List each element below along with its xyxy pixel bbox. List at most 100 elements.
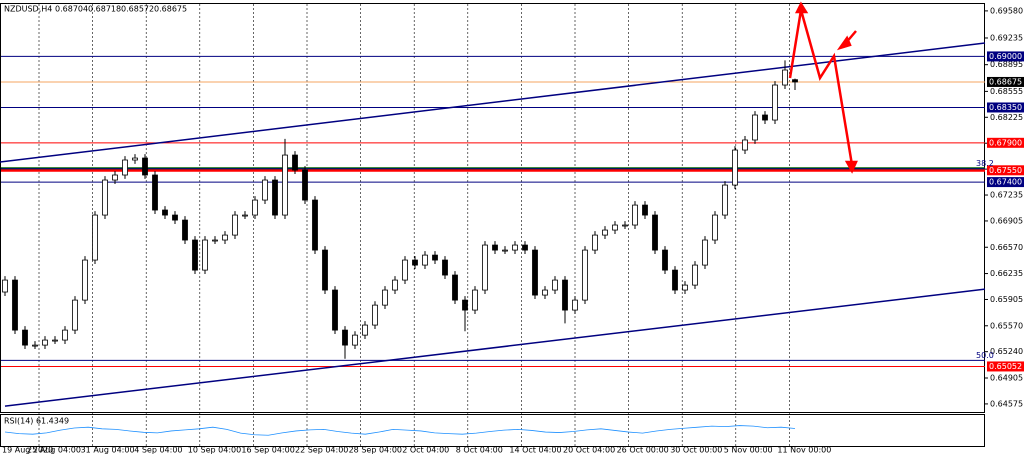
candle-body	[332, 289, 338, 331]
candle-body	[412, 259, 418, 266]
candle-body	[752, 114, 758, 141]
candle-body	[762, 114, 768, 121]
arrow-head	[836, 35, 852, 51]
candle-body	[662, 249, 668, 271]
candle-body	[732, 149, 738, 186]
y-tick-label: 0.66235	[990, 269, 1023, 278]
trendline	[4, 288, 986, 407]
candle-body	[492, 244, 498, 251]
candle-body	[272, 179, 278, 216]
candle-body	[32, 344, 38, 347]
candle-body	[282, 154, 288, 216]
level-label-box	[987, 137, 1024, 148]
level-label-box	[987, 177, 1024, 188]
candle-body	[552, 279, 558, 291]
level-label-box	[987, 165, 1024, 176]
y-tick-label: 0.68225	[990, 113, 1023, 122]
candle-body	[292, 154, 298, 171]
level-label-box	[987, 102, 1024, 113]
candle-body	[462, 299, 468, 311]
x-tick-label: 25 Aug 04:00	[27, 446, 81, 455]
candle-body	[482, 244, 488, 291]
candle-body	[182, 219, 188, 241]
level-label: 0.68675	[989, 77, 1022, 86]
arrow-head	[844, 160, 858, 174]
candle-body	[22, 329, 28, 346]
candle-body	[42, 339, 48, 346]
plot	[0, 42, 986, 407]
candle-body	[522, 244, 528, 251]
candle-body	[302, 169, 308, 201]
candle-body	[512, 244, 518, 251]
candle-body	[242, 214, 248, 217]
y-tick-label: 0.66570	[990, 243, 1023, 252]
candle-body	[622, 224, 628, 227]
y-tick-label: 0.64905	[990, 373, 1023, 382]
fib-label: 38.2	[976, 159, 994, 168]
candle-body	[112, 174, 118, 181]
candle-body	[312, 199, 318, 251]
candle-body	[342, 329, 348, 346]
candle-body	[722, 184, 728, 216]
candle-body	[52, 339, 58, 342]
level-label: 0.67550	[989, 166, 1022, 175]
x-tick-label: 26 Oct 00:00	[617, 446, 669, 455]
candle-body	[442, 259, 448, 276]
candle-body	[742, 139, 748, 151]
y-tick-label: 0.67235	[990, 191, 1023, 200]
candle-body	[472, 289, 478, 311]
candle-body	[152, 174, 158, 211]
candle-body	[402, 259, 408, 281]
candle-body	[542, 289, 548, 296]
candle-body	[602, 229, 608, 236]
candle-body	[772, 84, 778, 121]
candle-body	[572, 299, 578, 311]
x-tick-label: 2 Oct 04:00	[402, 446, 449, 455]
candle-body	[452, 274, 458, 301]
x-tick-label: 28 Sep 04:00	[349, 446, 402, 455]
x-tick-label: 8 Oct 04:00	[456, 446, 503, 455]
x-tick-label: 30 Oct 00:00	[670, 446, 722, 455]
level-label-box	[987, 361, 1024, 372]
chart-title: NZDUSD,H4	[4, 5, 52, 14]
header-value: 0.68675	[154, 5, 187, 14]
header-value: 0.68718	[88, 5, 121, 14]
candle-body	[132, 157, 138, 161]
level-label-box	[987, 51, 1024, 62]
forecast-arrows	[788, 1, 858, 174]
header-value: 0.68704	[55, 5, 88, 14]
candle-body	[712, 214, 718, 241]
y-tick-label: 0.65905	[990, 295, 1023, 304]
candle-body	[202, 239, 208, 271]
rsi-label: RSI(14) 61.4349	[4, 417, 69, 426]
candle-body	[12, 279, 18, 331]
candle-body	[72, 299, 78, 331]
y-tick-label: 0.64575	[990, 399, 1023, 408]
candle-body	[192, 239, 198, 271]
candle-body	[562, 279, 568, 311]
header-values: 0.68704 0.68718 0.68572 0.68675	[55, 5, 187, 14]
rsi-frame	[0, 414, 985, 447]
candle-body	[262, 179, 268, 201]
candle-body	[212, 239, 218, 242]
plot-frame	[0, 3, 985, 413]
x-tick-label: 31 Aug 04:00	[81, 446, 135, 455]
x-tick-label: 22 Sep 04:00	[295, 446, 348, 455]
candle-body	[392, 279, 398, 291]
candle-body	[632, 204, 638, 226]
level-label: 0.68350	[989, 103, 1022, 112]
arrow-head	[794, 1, 809, 14]
x-tick-label: 20 Oct 04:00	[563, 446, 615, 455]
candle-body	[222, 234, 228, 241]
candle-body	[592, 234, 598, 251]
candle-body	[102, 179, 108, 216]
x-tick-label: 14 Oct 04:00	[509, 446, 561, 455]
candle-body	[792, 79, 798, 83]
level-label-box	[987, 76, 1024, 87]
candle-body	[502, 249, 508, 252]
x-tick-label: 10 Sep 04:00	[188, 446, 241, 455]
candle-body	[122, 159, 128, 176]
candle-body	[612, 224, 618, 231]
candle-body	[232, 214, 238, 236]
